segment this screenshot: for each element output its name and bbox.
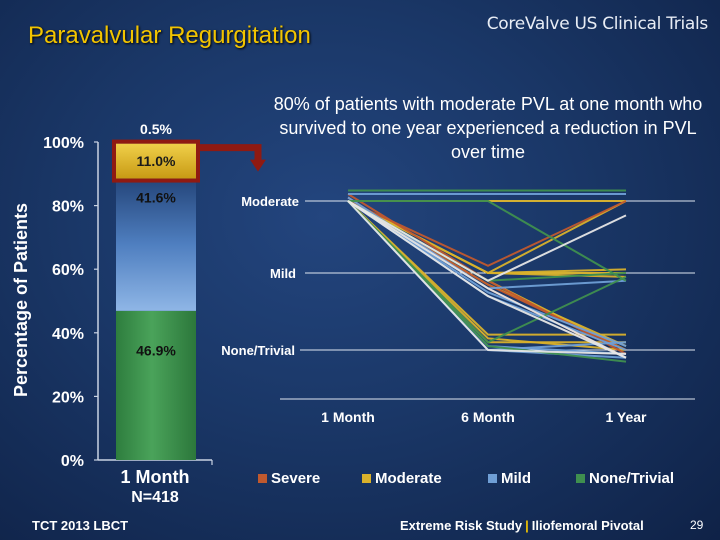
bar-label-none_trivial: 46.9%: [136, 342, 176, 358]
patient-line-21: [348, 200, 627, 282]
y-tick-label: 0%: [61, 453, 84, 470]
legend-swatch-mild: [488, 474, 497, 483]
brand-logo-text: CoreValve US Clinical Trials: [486, 14, 709, 34]
chart-legend: Severe Moderate Mild None/Trivial: [258, 470, 674, 487]
bar-label-severe: 0.5%: [140, 121, 172, 137]
patient-line-17: [347, 200, 627, 348]
callout-text: 80% of patients with moderate PVL at one…: [273, 94, 703, 162]
line-chart: [347, 189, 627, 363]
y-tick-label: 40%: [52, 326, 84, 343]
bar-label-moderate: 11.0%: [137, 153, 176, 169]
y-tick-label: 80%: [52, 199, 84, 216]
footer-conference: TCT 2013 LBCT: [32, 518, 129, 533]
patient-line-28: [347, 200, 627, 355]
patient-line-8: [347, 200, 627, 275]
bar-segment-mild: [116, 178, 196, 311]
footer-separator: |: [525, 518, 529, 533]
bar-category-label: 1 Month: [121, 467, 190, 487]
page-number: 29: [690, 518, 704, 532]
legend-label-severe: Severe: [271, 470, 320, 487]
patient-line-26: [347, 200, 627, 282]
x-tick-label: 1 Month: [321, 409, 375, 425]
y-tick-label: 60%: [52, 262, 84, 279]
y-category-label: Mild: [270, 266, 296, 281]
bar-label-mild: 41.6%: [136, 190, 176, 206]
legend-swatch-none_trivial: [576, 474, 585, 483]
y-category-label: None/Trivial: [221, 343, 295, 358]
line-chart-grid: Moderate Mild None/Trivial 1 Month 6 Month 1 …: [221, 194, 695, 425]
y-tick-label: 100%: [43, 135, 84, 152]
bar-segment-moderate: [116, 143, 196, 179]
moderate-highlight-box: [112, 139, 200, 183]
callout-arrow-connector: [198, 144, 262, 162]
slide-title: Paravalvular Regurgitation: [28, 22, 311, 49]
footer-study-a: Extreme Risk Study: [400, 518, 523, 533]
legend-label-mild: Mild: [501, 470, 531, 487]
footer-study: Extreme Risk Study | Iliofemoral Pivotal: [400, 518, 644, 533]
patient-line-2: [347, 200, 627, 275]
bar-category-sub: N=418: [131, 489, 179, 506]
legend-label-moderate: Moderate: [375, 470, 442, 487]
y-category-label: Moderate: [241, 194, 299, 209]
legend-swatch-severe: [258, 474, 267, 483]
y-tick-label: 20%: [52, 389, 84, 406]
patient-line-29: [347, 200, 627, 359]
x-tick-label: 6 Month: [461, 409, 515, 425]
x-tick-label: 1 Year: [605, 409, 647, 425]
stacked-bar-chart: 46.9% 41.6% 11.0% 0.5% 1 Month N=418: [112, 121, 266, 506]
y-axis-title: Percentage of Patients: [11, 203, 31, 397]
legend-label-none_trivial: None/Trivial: [589, 470, 674, 487]
bar-segment-none_trivial: [116, 310, 196, 460]
legend-swatch-moderate: [362, 474, 371, 483]
callout-arrow-head: [250, 159, 266, 172]
footer-study-b: Iliofemoral Pivotal: [531, 518, 644, 533]
patient-line-0: [347, 200, 626, 274]
patient-line-27: [347, 200, 627, 359]
